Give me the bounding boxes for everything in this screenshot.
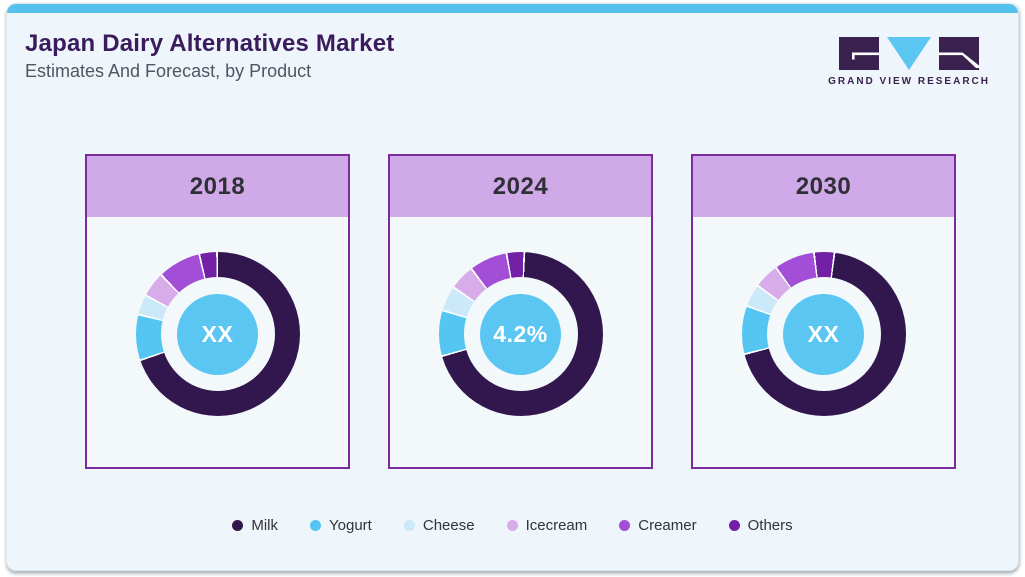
year-header-2030: 2030	[693, 156, 954, 217]
year-label: 2030	[795, 172, 852, 200]
gvr-logo-text: GRAND VIEW RESEARCH	[828, 76, 990, 87]
donut-center-label-2030: XX	[783, 293, 864, 375]
donut-center-label-2018: XX	[177, 293, 258, 375]
donut-hole: 4.2%	[463, 277, 578, 391]
year-label: 2018	[189, 172, 246, 200]
title-block: Japan Dairy Alternatives Market Estimate…	[25, 30, 395, 82]
donut-chart-2018: XX	[135, 252, 300, 416]
year-cards-row: 2018 XX 2024	[85, 154, 956, 469]
icecream-color-dot	[506, 520, 518, 531]
donut-hole: XX	[160, 277, 275, 391]
donut-chart-2024: 4.2%	[438, 252, 603, 416]
legend-item-others: Others	[728, 517, 793, 534]
legend-item-cheese: Cheese	[403, 517, 475, 534]
center-value: XX	[201, 320, 234, 347]
donut-chart-2030: XX	[741, 252, 906, 416]
legend-label: Others	[747, 517, 793, 534]
legend-label: Icecream	[525, 517, 588, 534]
year-header-2024: 2024	[390, 156, 651, 217]
page-title: Japan Dairy Alternatives Market	[25, 30, 395, 57]
card-body-2018: XX	[87, 217, 348, 467]
others-color-dot	[728, 520, 740, 531]
legend-label: Creamer	[638, 517, 697, 534]
year-label: 2024	[492, 172, 549, 200]
card-body-2030: XX	[693, 217, 954, 467]
year-card-2018: 2018 XX	[85, 154, 350, 469]
report-card: Japan Dairy Alternatives Market Estimate…	[6, 3, 1019, 571]
legend-label: Yogurt	[329, 517, 372, 534]
year-card-2030: 2030 XX	[691, 154, 956, 469]
donut-hole: XX	[766, 277, 881, 391]
milk-color-dot	[232, 520, 244, 531]
year-card-2024: 2024 4.2%	[388, 154, 653, 469]
legend-item-icecream: Icecream	[506, 517, 588, 534]
donut-center-label-2024: 4.2%	[480, 293, 561, 375]
chart-legend: Milk Yogurt Cheese Icecream Creamer Othe…	[7, 517, 1018, 534]
legend-label: Cheese	[422, 517, 475, 534]
gvr-logo-icon	[839, 37, 980, 70]
legend-item-yogurt: Yogurt	[310, 517, 372, 534]
cheese-color-dot	[403, 520, 415, 531]
card-body-2024: 4.2%	[390, 217, 651, 467]
page-subtitle: Estimates And Forecast, by Product	[25, 61, 312, 82]
report-header: Japan Dairy Alternatives Market Estimate…	[7, 13, 1018, 87]
legend-item-creamer: Creamer	[619, 517, 697, 534]
center-value: XX	[807, 320, 840, 347]
legend-item-milk: Milk	[232, 517, 278, 534]
creamer-color-dot	[619, 520, 631, 531]
top-accent-bar	[7, 4, 1018, 13]
gvr-logo: GRAND VIEW RESEARCH	[828, 37, 990, 87]
center-value: 4.2%	[493, 320, 548, 347]
year-header-2018: 2018	[87, 156, 348, 217]
yogurt-color-dot	[310, 520, 322, 531]
legend-label: Milk	[251, 517, 279, 534]
